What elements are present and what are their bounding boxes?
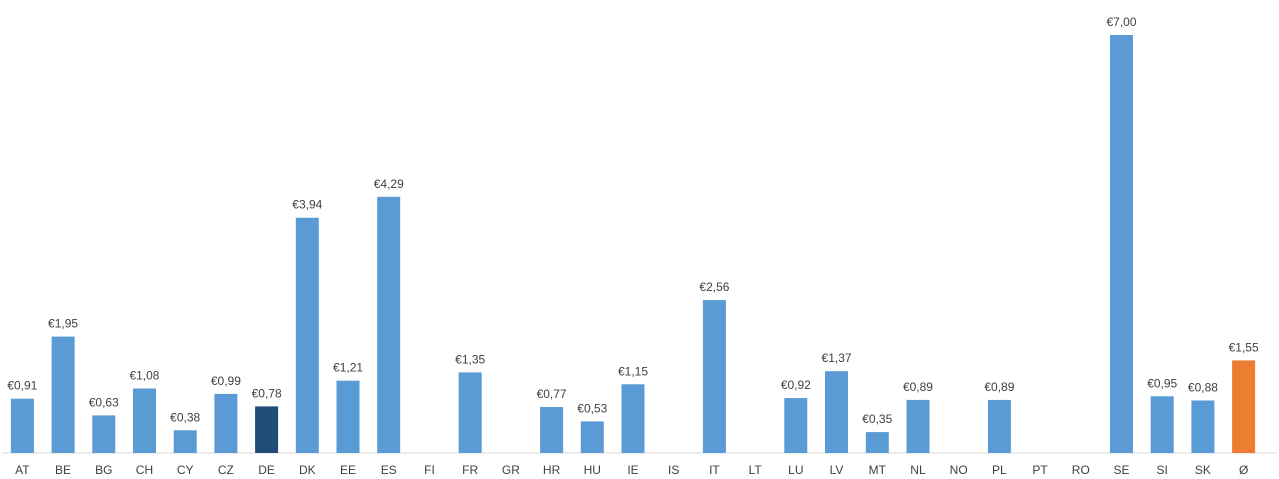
x-tick-label-si: SI (1157, 463, 1168, 477)
x-tick-label-dk: DK (299, 463, 316, 477)
x-tick-label-hr: HR (543, 463, 561, 477)
x-tick-label-bg: BG (95, 463, 112, 477)
bar-nl (906, 399, 930, 453)
bar-se (1110, 35, 1133, 453)
x-tick-label-average: Ø (1239, 463, 1248, 477)
bar-ee (336, 380, 360, 453)
bar-lu (784, 398, 808, 453)
data-label-lu: €0,92 (781, 378, 811, 392)
bar-ie (621, 384, 645, 453)
x-tick-label-lu: LU (788, 463, 803, 477)
bar-si (1150, 396, 1174, 453)
data-label-mt: €0,35 (862, 412, 892, 426)
bar-fr (458, 372, 482, 453)
data-label-lv: €1,37 (822, 351, 852, 365)
x-tick-label-fi: FI (424, 463, 435, 477)
bar-pl (987, 399, 1011, 453)
x-tick-label-hu: HU (584, 463, 601, 477)
data-label-cz: €0,99 (211, 374, 241, 388)
x-tick-label-fr: FR (462, 463, 478, 477)
data-label-ch: €1,08 (129, 369, 159, 383)
x-tick-label-sk: SK (1195, 463, 1211, 477)
x-tick-label-ie: IE (627, 463, 638, 477)
x-tick-label-ch: CH (136, 463, 153, 477)
x-tick-label-se: SE (1114, 463, 1130, 477)
x-tick-label-ee: EE (340, 463, 356, 477)
x-tick-label-mt: MT (869, 463, 887, 477)
bar-cy (173, 430, 197, 453)
x-tick-labels-group: AT BE BG CH CY CZ DE DK EE ES FI FR GR HR HU IE IS IT LT LU… (15, 463, 1248, 477)
data-label-nl: €0,89 (903, 380, 933, 394)
data-label-dk: €3,94 (292, 198, 322, 212)
data-label-fr: €1,35 (455, 352, 485, 366)
bar-bg (92, 415, 116, 453)
bar-average (1232, 360, 1256, 453)
bar-lv (825, 371, 848, 453)
bar-dk (295, 217, 319, 453)
data-label-se: €7,00 (1107, 15, 1137, 29)
data-label-be: €1,95 (48, 317, 78, 331)
x-tick-label-es: ES (381, 463, 397, 477)
bar-be (51, 336, 75, 453)
x-tick-label-it: IT (709, 463, 720, 477)
data-label-hr: €0,77 (537, 387, 567, 401)
data-label-hu: €0,53 (577, 401, 607, 415)
bar-de (255, 406, 279, 453)
x-tick-label-gr: GR (502, 463, 520, 477)
x-tick-label-lv: LV (830, 463, 844, 477)
x-tick-label-lt: LT (749, 463, 763, 477)
bar-hu (580, 421, 604, 453)
data-label-sk: €0,88 (1188, 381, 1218, 395)
data-labels-group: €0,91 €1,95 €0,63 €1,08 €0,38 €0,99 €0,78 €3,94… (7, 15, 1259, 426)
data-label-ie: €1,15 (618, 364, 648, 378)
bar-es (377, 196, 401, 454)
data-label-es: €4,29 (374, 177, 404, 191)
bar-sk (1191, 400, 1215, 453)
data-label-it: €2,56 (699, 280, 729, 294)
data-label-average: €1,55 (1229, 340, 1259, 354)
bar-ch (133, 388, 156, 453)
x-tick-label-pl: PL (992, 463, 1007, 477)
data-label-bg: €0,63 (89, 395, 119, 409)
data-label-pl: €0,89 (984, 380, 1014, 394)
x-tick-label-at: AT (15, 463, 30, 477)
x-tick-label-be: BE (55, 463, 71, 477)
x-tick-label-is: IS (668, 463, 679, 477)
bar-it (702, 300, 726, 453)
x-tick-label-ro: RO (1072, 463, 1090, 477)
x-tick-label-nl: NL (910, 463, 926, 477)
bars-group (10, 35, 1256, 454)
data-label-de: €0,78 (252, 386, 282, 400)
x-tick-label-no: NO (950, 463, 968, 477)
data-label-at: €0,91 (7, 379, 37, 393)
data-label-ee: €1,21 (333, 361, 363, 375)
x-tick-label-cy: CY (177, 463, 194, 477)
bar-hr (540, 407, 564, 453)
bar-cz (214, 393, 238, 453)
data-label-si: €0,95 (1147, 376, 1177, 390)
x-tick-label-cz: CZ (218, 463, 234, 477)
x-tick-label-pt: PT (1032, 463, 1048, 477)
bar-mt (865, 432, 889, 453)
bar-at (10, 398, 34, 453)
x-tick-label-de: DE (258, 463, 275, 477)
data-label-cy: €0,38 (170, 410, 200, 424)
